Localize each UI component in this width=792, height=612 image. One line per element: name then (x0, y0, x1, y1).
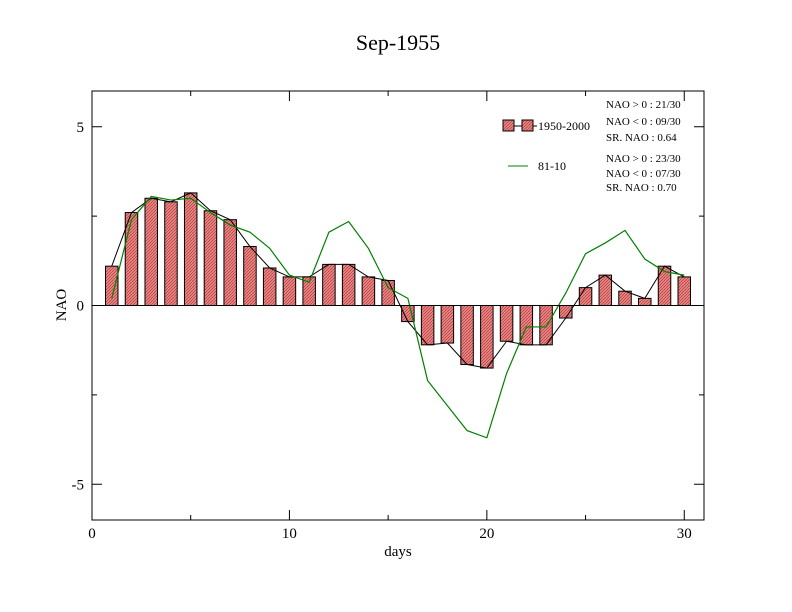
stat-nao-pos-2: NAO > 0 : 23/30 (606, 153, 681, 165)
bar-1950-2000 (519, 305, 534, 346)
bar-1950-2000 (578, 287, 593, 306)
y-axis-label: NAO (54, 289, 70, 322)
stat-sr-nao-1: SR. NAO : 0.64 (606, 132, 677, 144)
bar-1950-2000 (440, 305, 455, 344)
stat-nao-neg-2: NAO < 0 : 07/30 (606, 168, 681, 180)
bar-1950-2000 (618, 290, 632, 307)
bar-1950-2000 (282, 276, 297, 306)
bar-1950-2000 (223, 219, 237, 306)
bar-1950-2000 (144, 197, 158, 306)
bar-1950-2000 (381, 279, 395, 307)
bar-1950-2000 (262, 267, 277, 306)
x-axis-label: days (384, 544, 412, 560)
stat-nao-neg-1: NAO < 0 : 09/30 (606, 116, 681, 128)
bar-1950-2000 (480, 305, 494, 369)
x-tick-label: 0 (88, 526, 96, 542)
line-series (111, 192, 685, 439)
chart-title: Sep-1955 (356, 30, 440, 55)
bar-1950-2000 (638, 297, 652, 307)
bar-1950-2000 (124, 212, 139, 306)
y-tick-label: -5 (72, 477, 85, 493)
x-tick-label: 10 (282, 526, 297, 542)
bar-1950-2000 (499, 305, 514, 342)
legend-swatch-right (521, 119, 534, 132)
bar-1950-2000 (203, 210, 218, 306)
stat-sr-nao-2: SR. NAO : 0.70 (606, 182, 677, 194)
bar-1950-2000 (104, 265, 119, 306)
bar-1950-2000 (341, 263, 356, 307)
plot-frame (91, 90, 705, 521)
legend: 1950-2000 81-10 (502, 119, 590, 173)
bar-1950-2000 (243, 246, 257, 306)
line-81-10 (111, 195, 685, 439)
bar-1950-2000 (598, 274, 613, 306)
stats-block-1950-2000: NAO > 0 : 21/30 NAO < 0 : 09/30 SR. NAO … (606, 99, 681, 144)
x-tick-label: 30 (677, 526, 692, 542)
y-tick-label: 5 (77, 120, 85, 136)
bar-series (104, 192, 692, 369)
y-tick-label: 0 (77, 299, 85, 315)
axis-ticks: 0 10 20 30 -5 0 5 (72, 91, 704, 542)
bar-1950-2000 (183, 192, 198, 306)
bar-1950-2000 (164, 201, 178, 306)
stats-block-81-10: NAO > 0 : 23/30 NAO < 0 : 07/30 SR. NAO … (606, 153, 681, 194)
legend-label-81-10: 81-10 (538, 159, 566, 173)
bar-1950-2000 (677, 276, 692, 306)
bar-1950-2000 (460, 305, 474, 365)
legend-label-1950-2000: 1950-2000 (538, 119, 590, 133)
bar-1950-2000 (322, 263, 336, 307)
bar-1950-2000 (361, 276, 376, 306)
legend-swatch-left (502, 119, 515, 132)
stat-nao-pos-1: NAO > 0 : 21/30 (606, 99, 681, 111)
x-tick-label: 20 (479, 526, 494, 542)
line-1950-2000 (111, 192, 685, 369)
